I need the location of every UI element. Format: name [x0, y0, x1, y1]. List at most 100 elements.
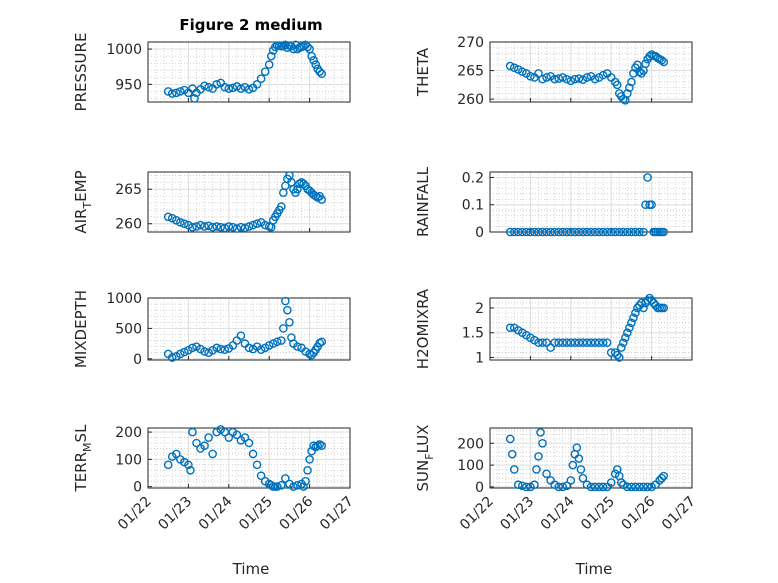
- axes-outline: [147, 427, 351, 489]
- y-axis-label: RAINFALL: [414, 166, 432, 237]
- data-point: [629, 313, 638, 323]
- data-point: [647, 200, 656, 210]
- x-axis-label-left: Time: [232, 560, 270, 578]
- subplot-1: 950 1000 PRESSURE: [72, 33, 351, 111]
- data-point: [281, 296, 290, 306]
- data-point: [610, 227, 620, 237]
- data-point: [518, 67, 527, 77]
- subplot-8: 0 100 200 01/22 01/23 01/24 01/25 01/26 01/27 SUN…: [414, 425, 699, 534]
- data-point: [167, 213, 177, 223]
- data-point: [277, 202, 286, 211]
- data-point: [208, 222, 217, 232]
- data-point: [625, 323, 634, 333]
- axes-outline: [489, 297, 693, 361]
- data-point: [594, 338, 604, 347]
- data-point: [590, 482, 600, 492]
- data-point: [212, 80, 221, 89]
- data-point: [612, 80, 622, 90]
- data-point: [558, 482, 568, 492]
- data-point: [590, 227, 600, 237]
- data-point: [266, 480, 276, 490]
- data-point: [252, 80, 262, 89]
- data-point: [623, 482, 632, 492]
- data-point: [639, 482, 648, 492]
- data-point: [163, 87, 173, 96]
- data-point: [309, 56, 318, 65]
- data-point: [614, 227, 624, 237]
- data-point: [629, 69, 638, 78]
- data-point: [554, 338, 563, 347]
- y-tick-label: 0: [475, 225, 484, 241]
- data-point: [518, 481, 527, 491]
- data-point: [558, 338, 568, 347]
- data-point: [180, 219, 189, 229]
- data-point: [313, 441, 322, 451]
- x-tick-label: 01/25: [236, 494, 276, 534]
- data-point: [176, 87, 185, 96]
- data-point: [266, 51, 276, 61]
- data-point: [578, 227, 588, 237]
- data-point: [232, 430, 242, 440]
- data-point: [594, 227, 604, 237]
- data-point: [645, 51, 654, 61]
- data-point: [220, 345, 230, 354]
- data-point: [188, 222, 197, 232]
- data-point: [606, 227, 616, 237]
- data-point: [586, 338, 596, 347]
- y-tick-label: 265: [457, 64, 484, 80]
- data-point: [244, 222, 254, 231]
- data-point: [220, 427, 230, 437]
- data-point: [212, 343, 221, 353]
- data-point: [236, 84, 246, 93]
- data-point: [167, 89, 177, 98]
- data-point: [534, 338, 543, 347]
- data-point: [305, 455, 314, 464]
- data-point: [505, 323, 515, 333]
- data-point: [566, 476, 576, 485]
- y-tick-label: 200: [457, 436, 484, 452]
- subplot-6: 1 1.5 2 H2OMIXRA: [414, 288, 693, 369]
- data-point: [566, 227, 576, 237]
- data-point: [530, 480, 539, 490]
- data-point: [631, 227, 640, 237]
- data-point: [167, 353, 177, 362]
- data-point: [538, 227, 547, 237]
- data-point: [248, 449, 258, 459]
- data-point: [659, 227, 669, 237]
- data-point: [200, 222, 209, 231]
- data-point: [643, 173, 652, 182]
- x-tick-label: 01/25: [578, 494, 618, 534]
- data-point: [659, 303, 669, 313]
- y-tick-label: 270: [457, 35, 484, 51]
- data-point: [558, 73, 568, 82]
- data-point: [641, 200, 650, 210]
- data-point: [623, 227, 632, 237]
- data-point: [570, 74, 580, 84]
- data-point: [617, 478, 626, 487]
- data-point: [200, 81, 209, 91]
- data-point: [657, 55, 667, 65]
- data-point: [299, 179, 308, 189]
- data-point: [311, 60, 320, 69]
- data-point: [513, 227, 523, 237]
- y-tick-label: 500: [115, 321, 142, 337]
- data-point: [200, 441, 209, 451]
- data-point: [509, 227, 519, 237]
- data-point: [505, 61, 515, 71]
- axes-outline: [147, 171, 351, 233]
- subplot-3: 260 265 AIRTEMP: [72, 170, 351, 234]
- data-point: [192, 438, 201, 448]
- y-tick-label: 1000: [106, 291, 142, 307]
- x-tick-label: 01/27: [659, 494, 699, 534]
- data-point: [307, 51, 316, 61]
- data-point: [244, 84, 254, 94]
- data-point: [190, 94, 199, 103]
- data-point: [590, 74, 600, 84]
- data-point: [594, 482, 604, 492]
- data-point: [277, 336, 286, 345]
- subplot-5: 0 500 1000 MIXDEPTH: [72, 290, 351, 368]
- data-point: [546, 227, 555, 237]
- data-point: [602, 227, 612, 237]
- data-point: [270, 42, 280, 52]
